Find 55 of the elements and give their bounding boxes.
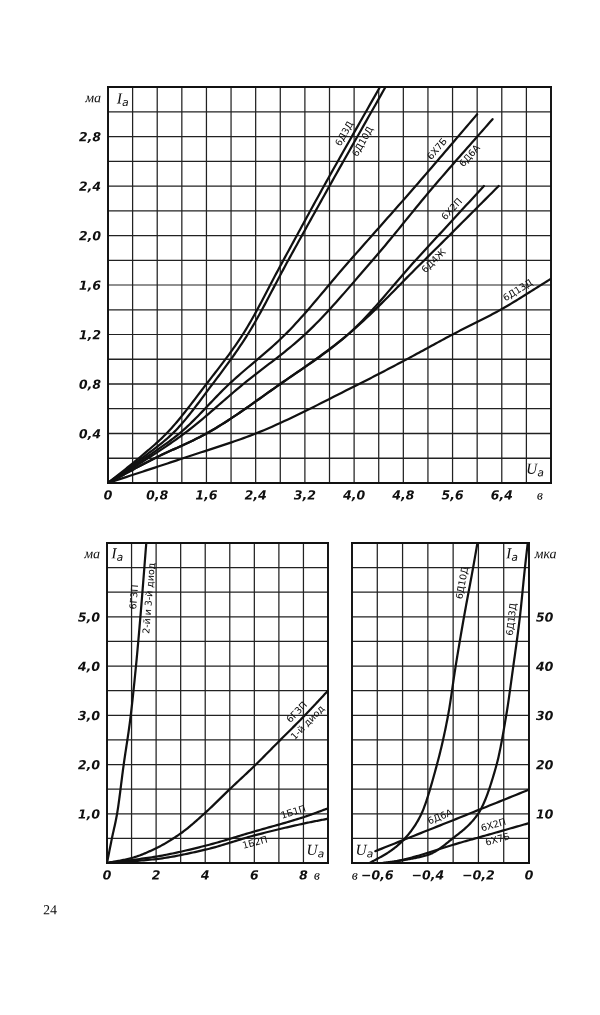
x-tick-label: −0,4 <box>412 870 444 882</box>
text: ма <box>84 95 101 103</box>
y-tick-label: 3,0 <box>77 710 100 722</box>
text: 6Г3П 2-й и 3-й диод <box>129 562 157 634</box>
y-tick-label: 10 <box>536 809 553 819</box>
x-tick-label: 5,6 <box>441 490 464 502</box>
x-axis-title: U$_{a}$ <box>356 844 373 858</box>
text: в <box>537 493 543 500</box>
x-tick-label: −0,2 <box>463 870 495 882</box>
text: 24 <box>43 905 57 915</box>
text: мка <box>534 551 556 559</box>
x-tick-label: 0,8 <box>146 490 168 502</box>
x-axis-title: U$_{a}$ <box>527 463 544 477</box>
text: 6Д10Д <box>455 566 470 600</box>
x-tick-label: 0 <box>104 490 112 500</box>
x-tick-label: 2 <box>151 870 160 880</box>
text: 1Б1П <box>280 804 306 819</box>
y-tick-label: 0,8 <box>79 379 101 391</box>
y-tick-label: 30 <box>535 710 553 721</box>
text: 1Б2П <box>242 835 268 849</box>
y-tick-label: 2,8 <box>79 131 101 144</box>
text: ма <box>83 551 100 559</box>
y-axis-title: I$_{a}$ <box>506 548 518 561</box>
x-tick-label: 0 <box>103 870 111 880</box>
y-axis-title: I$_{a}$ <box>111 548 123 561</box>
y-tick-label: 0,4 <box>79 428 101 441</box>
y-tick-label: 5,0 <box>78 612 100 624</box>
y-tick-label: 1,0 <box>78 809 100 821</box>
x-tick-label: −0,6 <box>362 870 394 882</box>
y-tick-label: 2,4 <box>79 181 101 193</box>
text: 6Д13Д <box>505 603 518 636</box>
y-tick-label: 4,0 <box>77 661 100 673</box>
y-tick-label: 40 <box>535 661 553 671</box>
x-tick-label: 6,4 <box>491 490 513 502</box>
x-tick-label: 1,6 <box>195 490 218 502</box>
x-tick-label: 6 <box>250 870 259 880</box>
x-axis-title: U$_{a}$ <box>307 844 324 858</box>
y-tick-label: 20 <box>536 760 553 770</box>
x-tick-label: 0 <box>525 870 533 880</box>
x-tick-label: 2,4 <box>244 490 266 502</box>
y-tick-label: 50 <box>536 612 553 622</box>
y-tick-label: 1,6 <box>79 280 101 292</box>
x-tick-label: 4,8 <box>392 490 414 502</box>
y-tick-label: 2,0 <box>78 760 100 772</box>
x-tick-label: 4,0 <box>343 490 365 502</box>
x-tick-label: 8 <box>299 870 308 880</box>
y-axis-title: I$_{a}$ <box>116 93 128 107</box>
text: в <box>314 873 320 880</box>
text: в <box>352 873 358 880</box>
text: 6Х2П 6Х7Б <box>480 817 510 846</box>
x-tick-label: 3,2 <box>293 490 316 502</box>
text: 6Д6А <box>427 808 454 826</box>
y-tick-label: 2,0 <box>79 230 101 243</box>
x-tick-label: 4 <box>200 870 209 880</box>
y-tick-label: 1,2 <box>79 329 101 342</box>
